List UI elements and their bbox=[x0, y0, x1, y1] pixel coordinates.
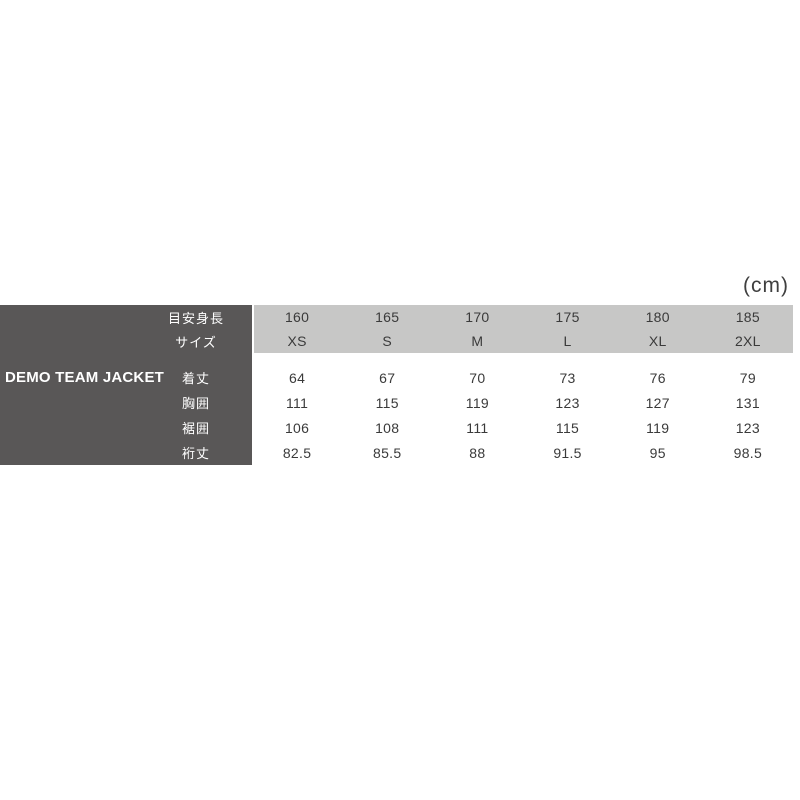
measurement-value: 64 bbox=[288, 369, 306, 386]
height-value: 160 bbox=[284, 309, 310, 325]
measurement-value: 123 bbox=[735, 419, 760, 436]
measurement-value: 88 bbox=[469, 444, 486, 461]
measurement-value: 131 bbox=[735, 394, 760, 411]
height-value: 175 bbox=[555, 309, 580, 325]
measurement-value: 111 bbox=[285, 394, 309, 411]
measurement-value: 108 bbox=[375, 419, 400, 436]
measurement-value: 123 bbox=[555, 394, 580, 411]
header-background bbox=[254, 305, 793, 353]
row-label-hem: 裾囲 bbox=[181, 421, 210, 436]
size-chart-grid: DEMO TEAM JACKET 目安身長 160 165 170 175 18… bbox=[0, 305, 793, 465]
row-label-sleeve-length: 裄丈 bbox=[181, 446, 210, 461]
measurement-value: 82.5 bbox=[282, 444, 312, 461]
measurement-value: 79 bbox=[739, 369, 756, 386]
row-label-size: サイズ bbox=[175, 334, 217, 350]
row-label-chest: 胸囲 bbox=[181, 396, 210, 411]
measurement-value: 76 bbox=[649, 369, 666, 386]
size-value: 2XL bbox=[734, 333, 761, 349]
measurement-value: 70 bbox=[469, 369, 486, 386]
measurement-value: 119 bbox=[465, 394, 489, 411]
unit-label: (cm) bbox=[743, 274, 789, 297]
measurement-value: 85.5 bbox=[373, 444, 402, 461]
row-label-reference-height: 目安身長 bbox=[167, 310, 224, 326]
row-label-body-length: 着丈 bbox=[181, 371, 210, 386]
measurement-value: 115 bbox=[555, 419, 580, 436]
size-value: M bbox=[471, 333, 484, 349]
size-value: XS bbox=[287, 333, 307, 349]
height-value: 180 bbox=[645, 309, 670, 325]
measurement-value: 119 bbox=[646, 419, 670, 436]
size-chart-table: DEMO TEAM JACKET 目安身長 160 165 170 175 18… bbox=[0, 305, 793, 465]
measurement-value: 98.5 bbox=[733, 444, 763, 461]
measurement-value: 73 bbox=[559, 369, 576, 386]
measurement-value: 115 bbox=[375, 394, 399, 411]
height-value: 185 bbox=[735, 309, 760, 325]
size-value: XL bbox=[648, 333, 667, 349]
size-value: S bbox=[382, 333, 393, 349]
height-value: 170 bbox=[465, 309, 490, 325]
measurement-value: 127 bbox=[645, 394, 670, 411]
height-value: 165 bbox=[375, 309, 400, 325]
measurement-value: 67 bbox=[379, 369, 396, 386]
measurement-value: 91.5 bbox=[553, 444, 582, 461]
size-value: L bbox=[563, 333, 572, 349]
product-name: DEMO TEAM JACKET bbox=[5, 369, 165, 386]
measurement-value: 111 bbox=[466, 419, 489, 436]
measurement-value: 106 bbox=[284, 419, 310, 436]
measurement-value: 95 bbox=[649, 444, 666, 461]
product-panel-background bbox=[0, 305, 252, 465]
